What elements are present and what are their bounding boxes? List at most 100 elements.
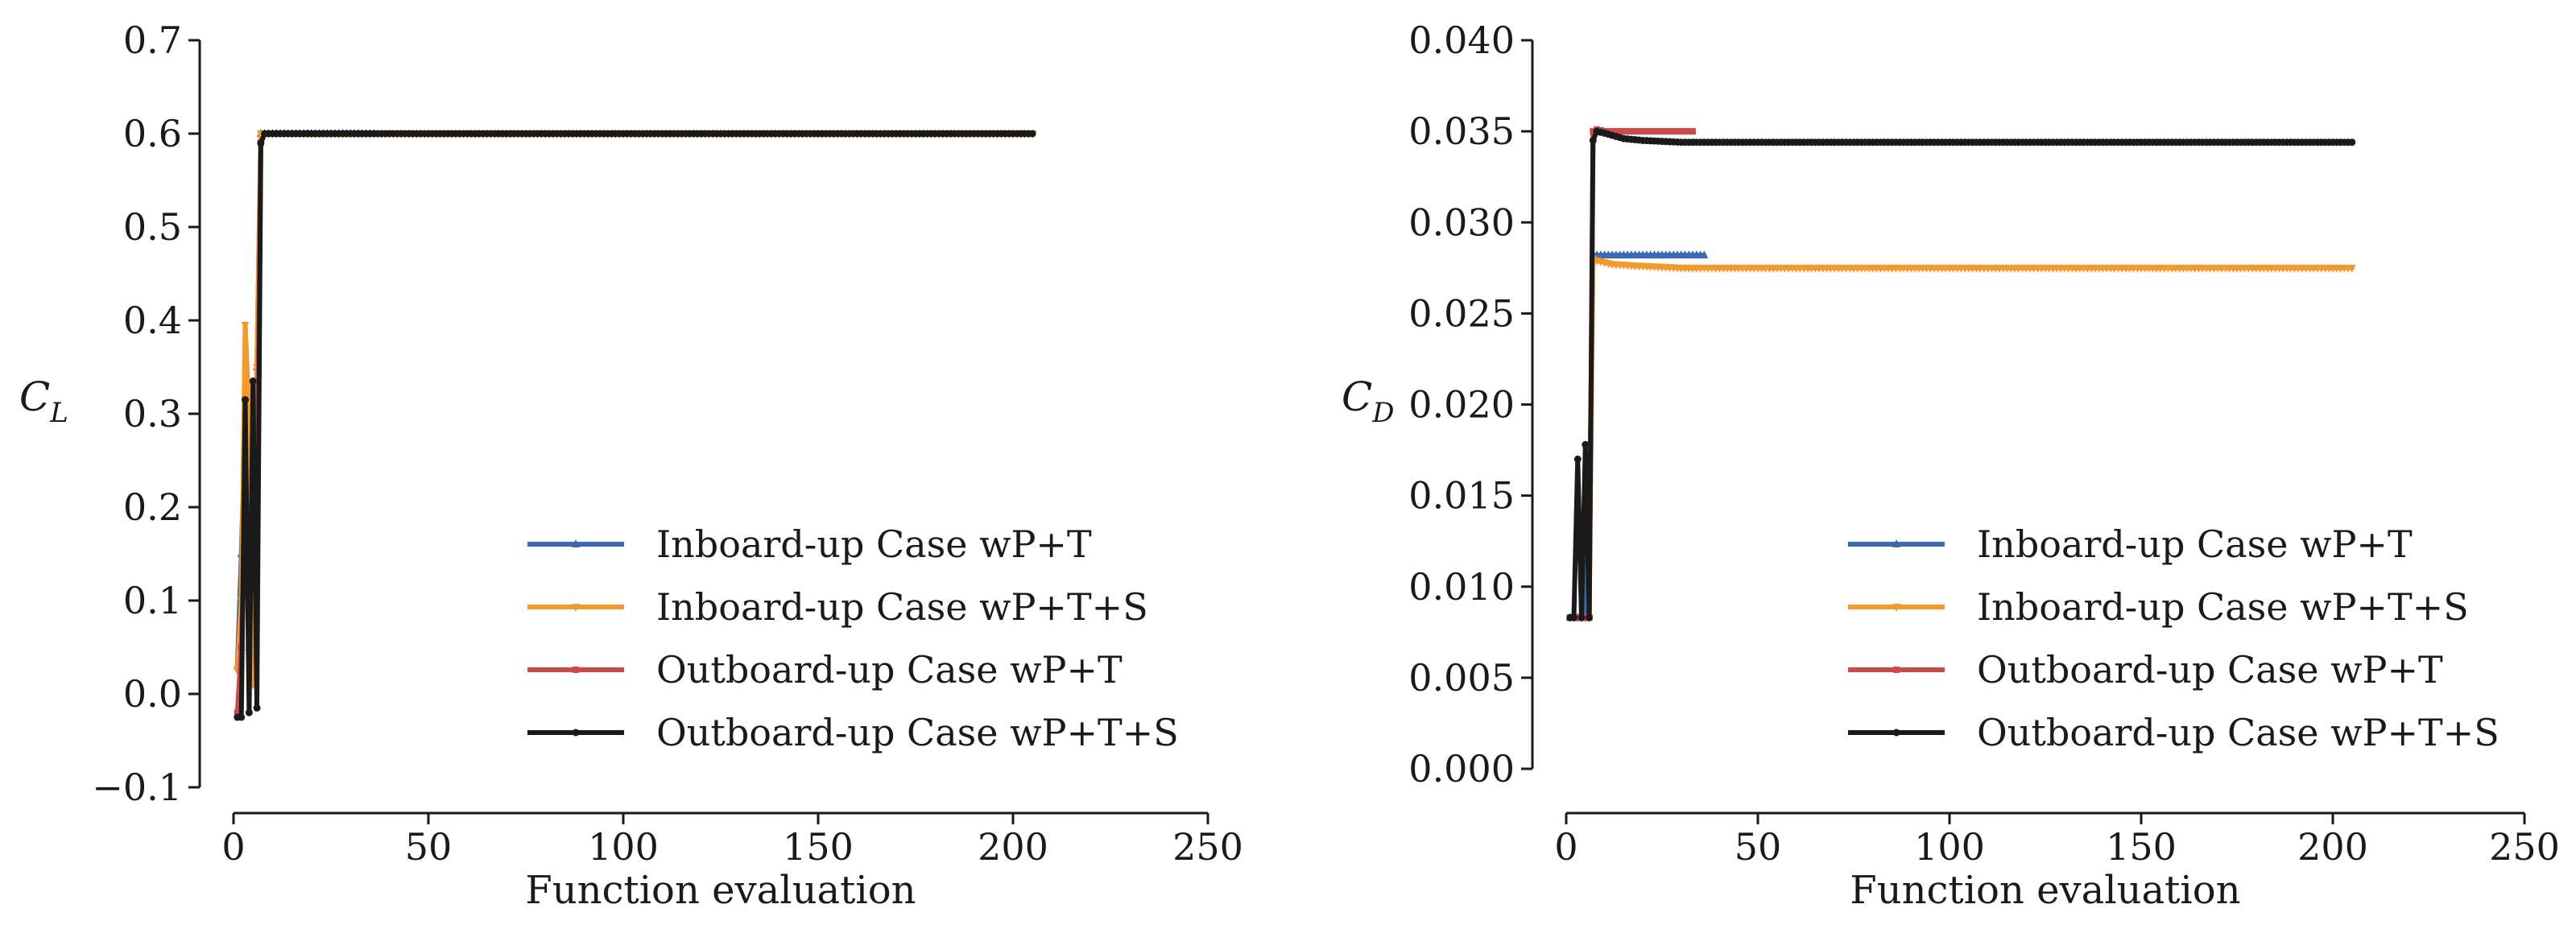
data-point	[1582, 440, 1590, 448]
data-point	[234, 709, 241, 716]
legend: Inboard-up Case wP+T Inboard-up Case wP+T…	[1848, 522, 2500, 754]
data-point	[1586, 613, 1594, 621]
x-tick-label: 200	[2297, 825, 2368, 869]
x-tick-label: 50	[1735, 825, 1782, 869]
y-tick-label: 0.025	[1408, 291, 1515, 335]
data-point	[1685, 128, 1693, 135]
legend-marker	[1892, 604, 1900, 612]
data-point	[238, 713, 246, 721]
data-point	[1589, 136, 1597, 144]
legend-item: Inboard-up Case wP+T+S	[527, 585, 1148, 629]
y-tick-label: −0.1	[92, 766, 182, 809]
data-point	[1616, 128, 1623, 135]
data-point	[253, 704, 261, 712]
y-tick-label: 0.035	[1408, 109, 1515, 153]
legend-item: Outboard-up Case wP+T+S	[527, 711, 1179, 754]
data-point	[1570, 613, 1578, 621]
x-tick-label: 200	[978, 825, 1048, 869]
data-point	[1643, 128, 1650, 135]
legend-marker	[572, 729, 580, 737]
legend-marker	[1892, 539, 1900, 547]
x-axis-label: Function evaluation	[525, 868, 916, 913]
legend-marker	[572, 539, 580, 547]
data-point	[1620, 128, 1627, 135]
data-point	[1624, 128, 1631, 135]
series-4	[234, 130, 1036, 721]
data-point	[1590, 128, 1597, 135]
data-point	[1028, 130, 1036, 138]
data-point	[1655, 128, 1662, 135]
y-tick-label: 0.020	[1408, 383, 1515, 427]
x-tick-label: 150	[783, 825, 854, 869]
legend-item: Outboard-up Case wP+T+S	[1848, 711, 2500, 754]
y-tick-label: 0.2	[123, 485, 182, 529]
legend-item: Inboard-up Case wP+T	[1848, 522, 2413, 566]
legend-label: Inboard-up Case wP+T	[1977, 522, 2413, 566]
data-point	[257, 139, 265, 147]
data-point	[1700, 250, 1709, 258]
legend-marker	[1892, 729, 1900, 737]
y-tick-label: 0.015	[1408, 474, 1515, 518]
y-tick-label: 0.5	[123, 205, 182, 249]
legend-label: Outboard-up Case wP+T+S	[656, 711, 1179, 754]
y-axis-label: CL	[19, 374, 68, 429]
data-point	[1609, 128, 1616, 135]
data-point	[1689, 128, 1697, 135]
y-tick-label: 0.0	[123, 672, 182, 716]
legend-item: Inboard-up Case wP+T	[527, 522, 1092, 566]
y-tick-label: 0.000	[1408, 747, 1515, 791]
data-point	[241, 321, 250, 330]
data-point	[1582, 614, 1589, 621]
series-2	[1565, 255, 2356, 623]
data-point	[249, 377, 257, 385]
data-point	[1666, 128, 1673, 135]
legend-label: Inboard-up Case wP+T	[656, 522, 1092, 566]
data-point	[242, 396, 250, 404]
legend-item: Inboard-up Case wP+T+S	[1848, 585, 2469, 629]
y-tick-label: 0.3	[123, 392, 182, 436]
x-tick-label: 250	[2489, 825, 2560, 869]
x-tick-label: 250	[1172, 825, 1243, 869]
y-tick-label: 0.040	[1408, 19, 1515, 62]
data-point	[1659, 128, 1665, 135]
data-point	[2347, 264, 2356, 273]
x-tick-label: 0	[1554, 825, 1577, 869]
legend-marker	[1893, 667, 1900, 673]
data-point	[1627, 128, 1635, 135]
y-tick-label: 0.010	[1408, 565, 1515, 609]
legend-label: Outboard-up Case wP+T	[1977, 648, 2443, 692]
y-tick-label: 0.4	[123, 299, 182, 342]
x-tick-label: 50	[405, 825, 453, 869]
data-point	[1647, 128, 1654, 135]
x-tick-label: 100	[1914, 825, 1985, 869]
data-point	[1631, 128, 1639, 135]
x-tick-label: 150	[2106, 825, 2177, 869]
data-point	[1573, 455, 1582, 463]
series-line	[234, 131, 1036, 720]
data-point	[1635, 128, 1643, 135]
legend-label: Inboard-up Case wP+T+S	[1977, 585, 2469, 629]
cd-chart: 0.000 0.005 0.010 0.015 0.020 0.025 0.030 0.035…	[1342, 19, 2560, 913]
x-axis-label: Function evaluation	[1850, 868, 2240, 913]
y-axis-label: CD	[1342, 374, 1395, 429]
legend: Inboard-up Case wP+T Inboard-up Case wP+T…	[527, 522, 1179, 754]
data-point	[1670, 128, 1677, 135]
x-tick-label: 100	[588, 825, 659, 869]
legend-label: Inboard-up Case wP+T+S	[656, 585, 1148, 629]
cl-chart: −0.1 0.0 0.1 0.2 0.3 0.4 0.5 0.6 0.7 0 50 100 150 200…	[19, 19, 1243, 913]
y-tick-label: 0.005	[1408, 656, 1515, 700]
series-4	[1566, 127, 2356, 621]
legend-label: Outboard-up Case wP+T	[656, 648, 1123, 692]
legend-marker	[573, 667, 579, 673]
data-point	[1574, 614, 1582, 621]
legend-label: Outboard-up Case wP+T+S	[1977, 711, 2500, 754]
y-tick-label: 0.7	[123, 19, 182, 62]
data-point	[1651, 128, 1658, 135]
legend-item: Outboard-up Case wP+T	[527, 648, 1123, 692]
data-point	[2348, 138, 2356, 147]
data-point	[1662, 128, 1669, 135]
y-tick-label: 0.6	[123, 112, 182, 155]
data-point	[245, 708, 253, 716]
data-point	[1577, 613, 1586, 621]
